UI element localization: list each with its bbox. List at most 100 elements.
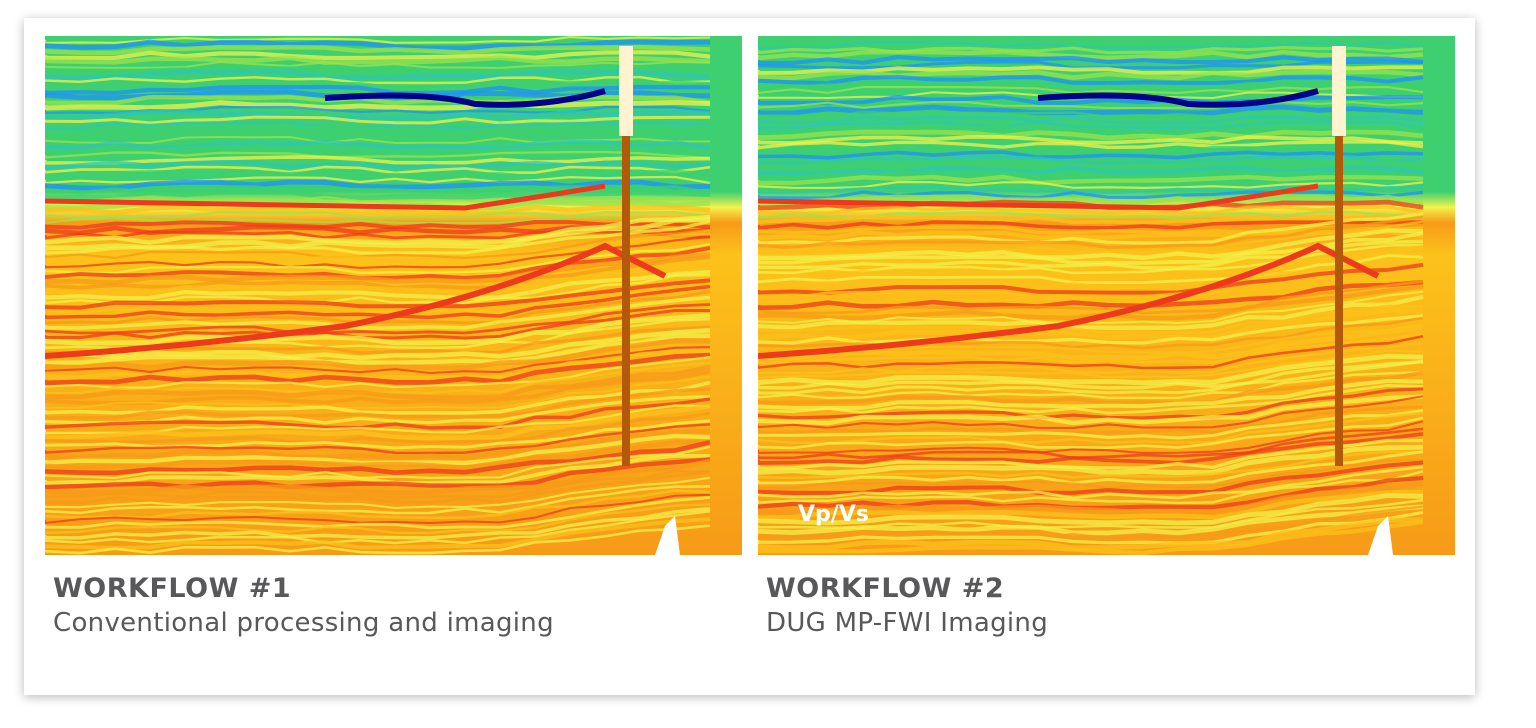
seismic-reflector — [758, 140, 1424, 150]
seismic-reflector — [45, 36, 711, 45]
seismic-reflector — [758, 408, 1424, 440]
seismic-reflector — [45, 55, 711, 65]
seismic-reflector — [758, 215, 1424, 225]
seismic-reflector — [758, 370, 1424, 400]
seismic-reflector — [758, 332, 1424, 365]
seismic-reflector — [45, 419, 711, 450]
seismic-reflector — [45, 338, 711, 371]
seismic-reflector — [45, 375, 711, 410]
seismic-reflector — [758, 459, 1424, 490]
seismic-reflector — [758, 46, 1424, 55]
seismic-reflector — [758, 174, 1424, 186]
well-log — [1335, 136, 1343, 466]
seismic-reflector — [45, 175, 711, 185]
seismic-reflector — [758, 519, 1424, 555]
seismic-reflector — [758, 359, 1424, 395]
seismic-reflector — [758, 150, 1424, 160]
seismic-reflector — [758, 279, 1424, 315]
seismic-reflector — [758, 258, 1424, 290]
seismic-reflector — [758, 267, 1424, 300]
seismic-reflector — [45, 295, 711, 330]
workflow-title: WORKFLOW #2 — [766, 573, 1005, 604]
seismic-reflector — [45, 489, 711, 520]
salt-mask — [655, 516, 680, 555]
figure-card: Vp/Vs WORKFLOW #1 Conventional processin… — [24, 18, 1475, 695]
seismic-reflector — [758, 110, 1424, 120]
seismic-reflector — [758, 504, 1424, 536]
seismic-reflector — [758, 384, 1424, 415]
seismic-reflector — [45, 380, 711, 415]
seismic-reflector — [45, 150, 711, 160]
seismic-reflector — [45, 252, 711, 286]
seismic-reflector — [45, 496, 711, 530]
seismic-reflector — [758, 243, 1424, 275]
seismic-reflector — [45, 270, 711, 301]
seismic-reflector — [758, 180, 1424, 190]
seismic-reflector — [45, 517, 711, 550]
seismic-panel-workflow-1 — [45, 36, 742, 555]
seismic-reflector — [45, 312, 711, 346]
seismic-reflector — [758, 510, 1424, 545]
seismic-reflector — [758, 159, 1424, 171]
seismic-reflector — [45, 453, 711, 485]
seismic-reflector — [45, 39, 711, 51]
seismic-reflector — [45, 195, 711, 205]
seismic-reflector — [45, 470, 711, 505]
seismic-reflector — [45, 165, 711, 175]
seismic-reflector — [45, 503, 711, 535]
seismic-reflector — [45, 169, 711, 181]
seismic-reflector — [758, 334, 1424, 370]
seismic-reflector — [45, 255, 711, 290]
seismic-reflector — [758, 378, 1424, 411]
seismic-reflector — [45, 210, 711, 220]
seismic-reflector — [758, 120, 1424, 130]
seismic-reflector — [45, 189, 711, 201]
seismic-reflector — [45, 84, 711, 96]
seismic-reflector — [45, 493, 711, 525]
seismic-reflector — [758, 349, 1424, 380]
seismic-reflector — [758, 304, 1424, 335]
workflow-subtitle: DUG MP-FWI Imaging — [766, 608, 1049, 638]
well-log — [619, 46, 633, 136]
seismic-reflector — [758, 460, 1424, 495]
caption-workflow-1: WORKFLOW #1 Conventional processing and … — [53, 572, 554, 640]
seismic-reflector — [758, 387, 1424, 420]
seismic-reflector — [45, 216, 711, 225]
seismic-reflector — [758, 129, 1424, 141]
seismic-reflector — [758, 41, 1424, 50]
seismic-reflector — [758, 395, 1424, 429]
seismic-reflector — [45, 333, 711, 366]
strong-reflector — [45, 183, 606, 211]
seismic-reflector — [45, 364, 711, 401]
seismic-reflector — [45, 303, 711, 335]
seismic-reflector — [758, 80, 1424, 90]
seismic-reflector — [758, 341, 1424, 375]
seismic-reflector — [45, 459, 711, 496]
seismic-reflector — [45, 204, 711, 216]
well-log — [622, 136, 630, 466]
seismic-reflector — [45, 439, 711, 471]
seismic-reflector — [758, 228, 1424, 261]
workflow-title: WORKFLOW #1 — [53, 573, 292, 604]
seismic-reflector — [45, 411, 711, 445]
seismic-reflector — [758, 220, 1424, 230]
seismic-reflector — [758, 360, 1424, 390]
seismic-reflector — [758, 199, 1424, 211]
seismic-reflector — [758, 470, 1424, 505]
seismic-reflector — [45, 69, 711, 81]
seismic-reflector — [45, 387, 711, 420]
seismic-reflector — [758, 394, 1424, 426]
seismic-reflector — [758, 220, 1424, 254]
salt-mask — [1368, 516, 1393, 555]
seismic-reflector — [45, 469, 711, 500]
workflow-subtitle: Conventional processing and imaging — [53, 608, 554, 638]
seismic-reflector — [758, 370, 1424, 405]
seismic-reflector — [758, 190, 1424, 200]
seismic-reflector — [758, 416, 1424, 450]
seismic-panel-workflow-2: Vp/Vs — [758, 36, 1455, 555]
caption-workflow-2: WORKFLOW #2 DUG MP-FWI Imaging — [766, 572, 1048, 640]
strong-reflector — [758, 242, 1380, 359]
seismic-reflector — [758, 69, 1424, 81]
seismic-reflector — [45, 457, 711, 490]
seismic-reflector — [45, 524, 711, 555]
